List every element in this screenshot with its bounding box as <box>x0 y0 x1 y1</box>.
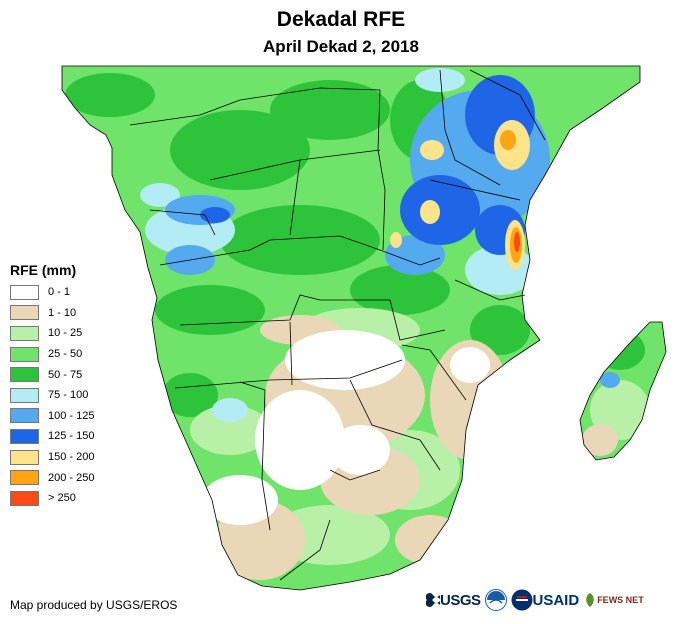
rain-over-250-areas <box>514 232 520 252</box>
legend-swatch <box>10 387 39 403</box>
rain-0-1-areas <box>202 330 490 525</box>
partner-logos: USGS USAID FEWS NET <box>426 584 676 616</box>
usgs-logo-text: USGS <box>440 591 481 609</box>
legend-swatch <box>10 325 39 341</box>
legend-item: 100 - 125 <box>10 406 94 427</box>
legend-item: 75 - 100 <box>10 385 94 406</box>
legend-item: 1 - 10 <box>10 303 94 324</box>
legend-label: 25 - 50 <box>48 348 83 361</box>
legend-label: > 250 <box>48 492 76 505</box>
map-credit: Map produced by USGS/EROS <box>10 598 178 612</box>
legend-label: 200 - 250 <box>48 471 95 484</box>
legend-label: 150 - 200 <box>48 451 95 464</box>
legend-title: RFE (mm) <box>10 262 77 278</box>
legend-label: 0 - 1 <box>48 286 71 299</box>
fews-leaf-icon <box>586 593 594 607</box>
usaid-logo: USAID <box>511 589 580 611</box>
rain-125-150-areas <box>200 75 535 255</box>
legend-item: 150 - 200 <box>10 447 94 468</box>
legend-item: 200 - 250 <box>10 467 94 488</box>
legend-swatch <box>10 428 39 444</box>
rain-50-75-areas <box>65 73 645 417</box>
legend-item: 50 - 75 <box>10 364 94 385</box>
usgs-logo: USGS <box>426 591 481 609</box>
legend-swatch <box>10 284 39 300</box>
legend-label: 75 - 100 <box>48 389 89 402</box>
fews-net-logo-text: FEWS NET <box>597 595 644 605</box>
legend-item: 0 - 1 <box>10 282 94 303</box>
map-subtitle: April Dekad 2, 2018 <box>263 37 419 56</box>
legend-swatch <box>10 305 39 321</box>
legend-swatch <box>10 346 39 362</box>
legend-item: 25 - 50 <box>10 344 94 365</box>
fews-net-logo: FEWS NET <box>583 592 644 608</box>
legend-swatch <box>10 408 39 424</box>
legend-swatch <box>10 490 39 506</box>
usgs-wave-icon <box>426 593 440 607</box>
noaa-emblem-icon <box>484 589 507 611</box>
legend: RFE (mm) 0 - 1 1 - 10 10 - 25 25 - 50 50 - 7… <box>10 262 94 509</box>
legend-item: 125 - 150 <box>10 426 94 447</box>
legend-swatch <box>10 470 39 486</box>
legend-label: 1 - 10 <box>48 306 77 319</box>
usaid-seal-icon <box>511 589 533 611</box>
legend-item: 10 - 25 <box>10 323 94 344</box>
legend-swatch <box>10 449 39 465</box>
legend-swatch <box>10 367 39 383</box>
legend-item: > 250 <box>10 488 94 509</box>
map-title: Dekadal RFE <box>276 8 406 31</box>
legend-label: 100 - 125 <box>48 409 95 422</box>
legend-label: 10 - 25 <box>48 327 83 340</box>
usaid-logo-text: USAID <box>532 591 580 609</box>
legend-label: 50 - 75 <box>48 368 83 381</box>
country-borders <box>61 65 667 591</box>
legend-label: 125 - 150 <box>48 430 95 443</box>
